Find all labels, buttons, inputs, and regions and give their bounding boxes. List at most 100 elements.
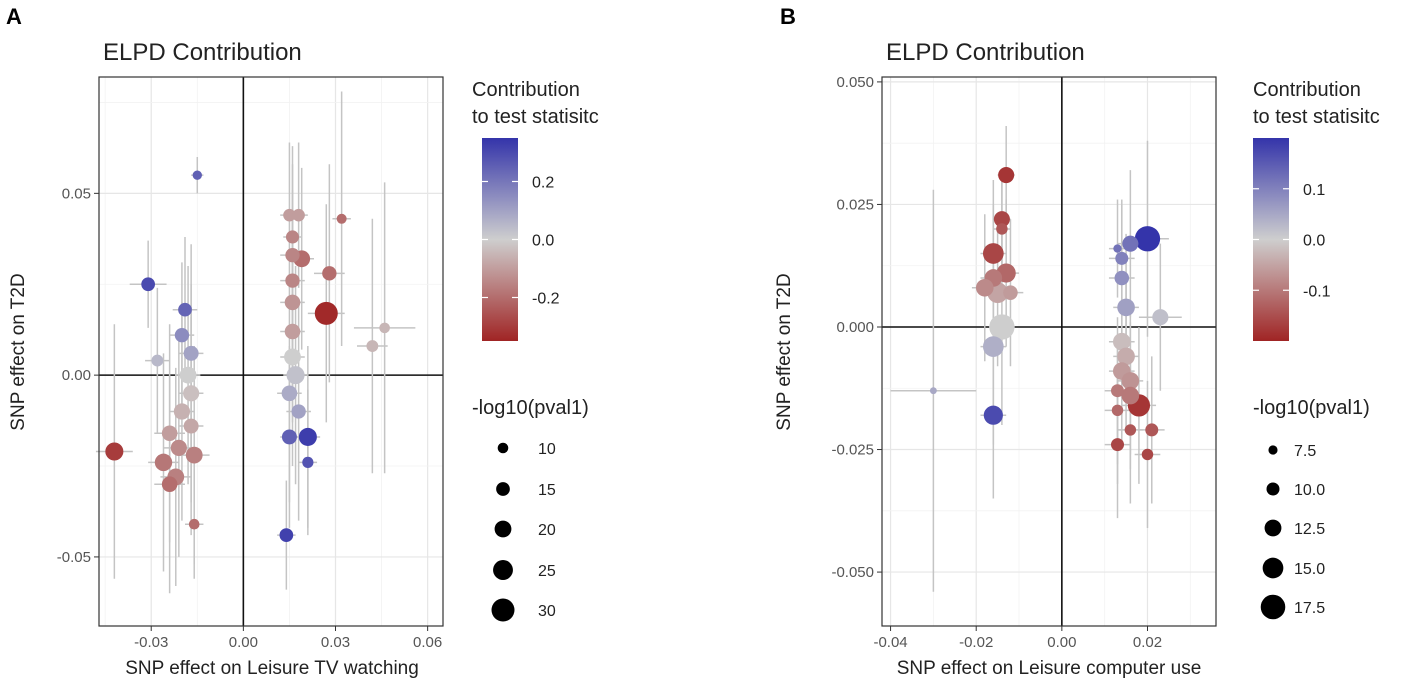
size-legend-title: -log10(pval1): [472, 397, 589, 419]
colorbar-tick-label: -0.2: [532, 291, 560, 308]
data-point: [1115, 251, 1129, 265]
data-point: [285, 273, 300, 288]
size-legend-dot: [493, 560, 513, 580]
x-tick-label: 0.00: [229, 634, 258, 651]
y-tick-label: 0.050: [836, 74, 874, 91]
data-point: [285, 230, 300, 244]
data-point: [1121, 372, 1140, 390]
size-legend-label: 17.5: [1294, 600, 1325, 617]
size-legend-dot: [494, 520, 512, 538]
data-point: [286, 366, 305, 385]
x-tick-label: -0.04: [873, 634, 907, 651]
data-point: [188, 518, 200, 530]
data-point: [1145, 423, 1159, 437]
x-tick-label: -0.03: [134, 634, 168, 651]
data-point: [183, 385, 200, 402]
size-legend-dot: [1262, 557, 1284, 579]
data-point: [183, 345, 199, 361]
color-legend-title: Contribution to test statisitc: [472, 79, 599, 128]
data-point: [174, 327, 190, 343]
panel-B: B ELPD Contribution -0.04 -0.02 0.00 0.02 0.05…: [774, 4, 1380, 679]
data-point: [1121, 386, 1140, 405]
plot-area: [99, 77, 443, 626]
size-legend-label: 10: [538, 441, 556, 458]
size-legend-label: 12.5: [1294, 521, 1325, 538]
data-point: [314, 301, 338, 325]
data-point: [192, 170, 202, 180]
data-points: [105, 170, 390, 542]
data-point: [1113, 244, 1122, 253]
size-legend-label: 20: [538, 522, 556, 539]
panel-A: A ELPD Contribution -0.03 0.00 0.03 0.06 -0.05…: [6, 4, 599, 679]
plot-area: [882, 77, 1216, 626]
data-point: [283, 208, 296, 222]
colorbar-tick-label: 0.0: [532, 233, 554, 250]
color-legend-title-line: Contribution: [1253, 79, 1361, 101]
size-legend-dot: [1268, 445, 1278, 455]
size-legend-label: 25: [538, 563, 556, 580]
data-point: [1122, 235, 1139, 252]
data-point: [989, 314, 1015, 340]
data-point: [279, 528, 294, 542]
data-point: [292, 208, 305, 222]
data-point: [929, 387, 937, 395]
data-point: [1112, 332, 1131, 351]
x-tick-label: 0.00: [1047, 634, 1076, 651]
color-legend-title-line: to test statisitc: [472, 106, 599, 128]
x-axis-label: SNP effect on Leisure computer use: [897, 658, 1202, 679]
color-legend-title: Contribution to test statisitc: [1253, 79, 1380, 128]
y-tick-label: 0.00: [62, 367, 91, 384]
size-legend-label: 15.0: [1294, 561, 1325, 578]
data-point: [1124, 424, 1137, 436]
data-point: [173, 403, 191, 420]
data-point: [983, 405, 1003, 425]
data-point: [996, 223, 1008, 235]
y-tick-label: 0.000: [836, 319, 874, 336]
color-legend-title-line: Contribution: [472, 79, 580, 101]
data-point: [185, 446, 203, 464]
y-tick-label: 0.025: [836, 196, 874, 213]
data-point: [179, 366, 197, 384]
data-point: [281, 429, 297, 445]
color-legend-title-line: to test statisitc: [1253, 106, 1380, 128]
x-axis-label: SNP effect on Leisure TV watching: [125, 658, 419, 679]
colorbar-tick-label: 0.2: [532, 175, 554, 192]
data-point: [1141, 448, 1154, 461]
colorbar-tick-label: 0.1: [1303, 182, 1325, 199]
data-point: [161, 476, 178, 492]
data-point: [105, 442, 124, 461]
size-legend-label: 10.0: [1294, 482, 1325, 499]
data-point: [1111, 438, 1125, 452]
size-legend-label: 7.5: [1294, 443, 1316, 460]
data-points: [929, 166, 1169, 461]
size-legend-dot: [1266, 482, 1280, 496]
data-point: [151, 354, 164, 367]
colorbar-tick-label: 0.0: [1303, 233, 1325, 250]
data-point: [178, 302, 192, 317]
colorbar-tick-label: -0.1: [1303, 283, 1331, 300]
data-point: [1111, 404, 1124, 417]
data-point: [366, 340, 379, 352]
data-point: [284, 294, 301, 311]
data-point: [183, 418, 199, 434]
size-legend-dot: [1260, 594, 1286, 620]
size-legend-title: -log10(pval1): [1253, 397, 1370, 419]
x-tick-label: 0.02: [1133, 634, 1162, 651]
data-point: [1114, 270, 1130, 286]
x-tick-label: -0.02: [959, 634, 993, 651]
data-point: [141, 277, 155, 292]
plot-border: [98, 76, 444, 627]
data-point: [1152, 309, 1169, 326]
size-legend-dot: [1264, 519, 1282, 537]
size-legend-dot: [496, 482, 510, 496]
data-point: [982, 336, 1004, 357]
data-point: [379, 322, 390, 334]
data-point: [975, 278, 994, 297]
size-legend-dot: [491, 598, 515, 622]
data-point: [1003, 285, 1018, 300]
plot-title: ELPD Contribution: [886, 39, 1085, 66]
size-legend-label: 30: [538, 603, 556, 620]
data-point: [1134, 226, 1161, 252]
data-point: [285, 247, 300, 263]
data-point: [281, 385, 298, 402]
